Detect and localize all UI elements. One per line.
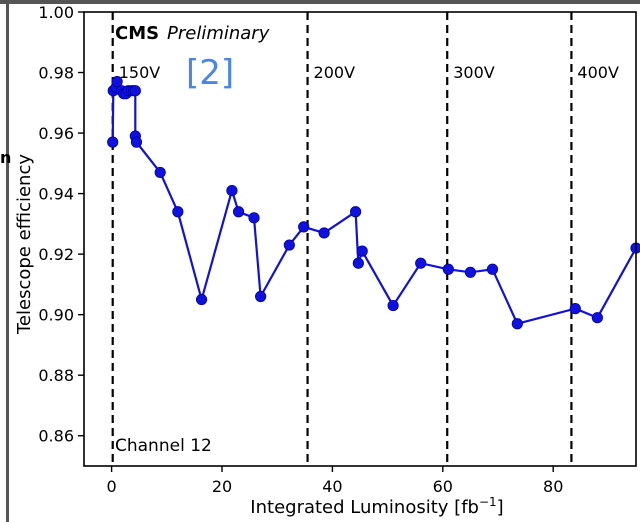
cms-label: CMS bbox=[115, 23, 159, 44]
x-axis-label-suffix: ] bbox=[497, 497, 504, 518]
y-tick-label: 0.98 bbox=[38, 64, 74, 83]
voltage-label-3: 400V bbox=[577, 63, 619, 82]
data-point bbox=[511, 318, 523, 330]
series-layer bbox=[107, 76, 640, 330]
axes-layer: 0.86 0.88 0.90 0.92 0.94 0.96 0.98 1.00 0 20 40 60 8… bbox=[38, 3, 637, 496]
voltage-lines-layer: 150V 200V 300V 400V bbox=[111, 12, 619, 466]
data-point bbox=[226, 184, 238, 197]
data-point bbox=[248, 212, 260, 224]
data-point bbox=[442, 263, 454, 275]
data-point bbox=[283, 239, 295, 251]
channel-annotation: Channel 12 bbox=[115, 436, 212, 456]
data-point bbox=[486, 263, 499, 275]
plot-frame bbox=[83, 11, 637, 467]
reference-label: [2] bbox=[186, 53, 234, 93]
data-point bbox=[255, 290, 267, 303]
data-point bbox=[154, 166, 166, 179]
x-axis-label-main: Integrated Luminosity [fb bbox=[250, 497, 479, 518]
x-axis-label-sup: −1 bbox=[479, 495, 497, 509]
y-tick-label: 0.90 bbox=[38, 306, 74, 325]
x-tick-label: 0 bbox=[107, 477, 117, 496]
data-point bbox=[111, 76, 123, 88]
y-tick-label: 1.00 bbox=[38, 3, 74, 22]
data-point bbox=[130, 136, 143, 148]
voltage-label-2: 300V bbox=[453, 63, 495, 82]
data-point bbox=[195, 293, 208, 306]
data-point bbox=[591, 312, 603, 324]
data-point bbox=[415, 257, 427, 269]
page-frame-left bbox=[6, 0, 9, 522]
y-tick-label: 0.88 bbox=[38, 366, 74, 385]
preliminary-label: Preliminary bbox=[167, 23, 270, 44]
data-point bbox=[107, 136, 119, 148]
y-tick-label: 0.92 bbox=[38, 245, 74, 264]
data-point bbox=[318, 227, 330, 239]
x-tick-label: 40 bbox=[322, 477, 342, 496]
data-point bbox=[387, 299, 399, 312]
data-point bbox=[232, 206, 245, 218]
y-tick-label: 0.94 bbox=[38, 185, 74, 204]
data-point bbox=[569, 303, 581, 315]
text-layer: CMS Preliminary [2] Channel 12 Telescope… bbox=[14, 23, 504, 518]
x-tick-label: 20 bbox=[212, 477, 232, 496]
y-tick-label: 0.96 bbox=[38, 124, 74, 143]
cut-off-label: n bbox=[0, 148, 12, 167]
x-tick-label: 60 bbox=[433, 477, 453, 496]
data-point bbox=[356, 245, 368, 257]
data-point bbox=[352, 257, 364, 269]
data-point bbox=[464, 266, 476, 278]
page-frame-top bbox=[0, 0, 640, 4]
voltage-label-1: 200V bbox=[314, 63, 356, 82]
y-axis-label: Telescope efficiency bbox=[14, 154, 35, 335]
data-point bbox=[172, 206, 184, 218]
voltage-label-0: 150V bbox=[119, 63, 161, 82]
x-axis-label: Integrated Luminosity [fb−1] bbox=[250, 495, 503, 518]
series-line-0 bbox=[111, 78, 637, 325]
y-tick-label: 0.86 bbox=[38, 427, 74, 446]
data-point bbox=[298, 221, 310, 233]
x-tick-label: 80 bbox=[543, 477, 563, 496]
data-point bbox=[349, 206, 362, 218]
data-point bbox=[129, 85, 141, 97]
